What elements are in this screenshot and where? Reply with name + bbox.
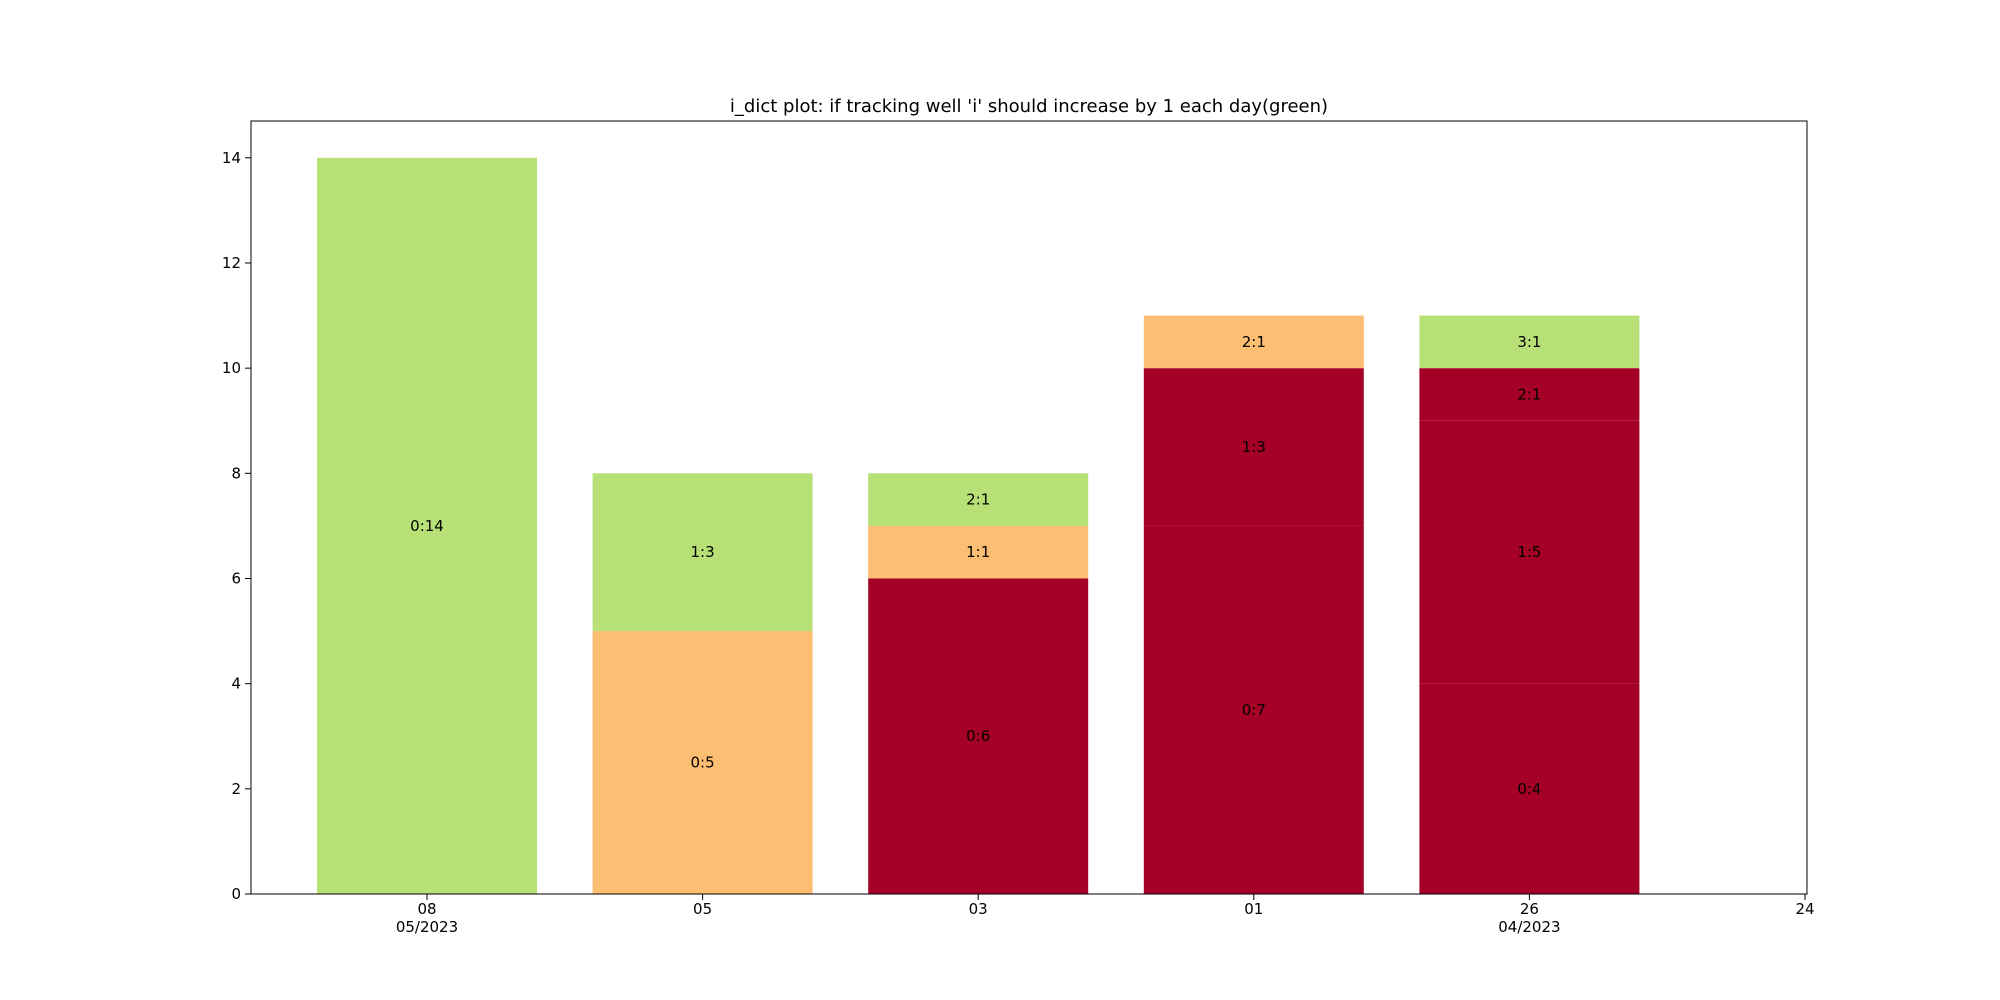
segment-label-26-3: 3:1 xyxy=(1517,333,1541,351)
plot-frame xyxy=(250,120,1808,895)
x-tick-label: 01 xyxy=(1244,900,1263,918)
bar-segment-03-1 xyxy=(868,525,1089,579)
y-tick-label: 10 xyxy=(222,359,241,377)
y-tick-label: 14 xyxy=(222,149,241,167)
bar-segment-01-1 xyxy=(1143,368,1364,526)
bar-segment-26-2 xyxy=(1419,368,1640,421)
bar-segment-26-1 xyxy=(1419,420,1640,684)
x-tick-label: 03 xyxy=(969,900,988,918)
bar-segment-08-0 xyxy=(317,157,537,895)
bar-segment-01-2 xyxy=(1143,315,1364,369)
segment-label-01-2: 2:1 xyxy=(1242,333,1266,351)
bar-segment-26-0 xyxy=(1419,683,1640,894)
x-tick-label: 24 xyxy=(1795,900,1814,918)
bar-segment-03-2 xyxy=(868,473,1089,526)
segment-label-08-0: 0:14 xyxy=(410,517,444,535)
segment-label-03-1: 1:1 xyxy=(966,543,990,561)
y-tick-label: 6 xyxy=(231,569,241,587)
bar-segment-03-0 xyxy=(868,578,1089,894)
bar-segment-05-0 xyxy=(592,631,813,894)
segment-label-01-0: 0:7 xyxy=(1242,701,1266,719)
chart-title: i_dict plot: if tracking well 'i' should… xyxy=(730,96,1328,117)
bars-layer: 0:14 0:5 1:3 0:6 1:1 2:1 0:7 1:3 2:1 0:4 1:5 2:1 3:1 xyxy=(317,157,1640,895)
x-tick-label: 05 xyxy=(693,900,712,918)
y-tick-label: 4 xyxy=(231,675,241,693)
segment-label-03-0: 0:6 xyxy=(966,727,990,745)
segment-label-26-0: 0:4 xyxy=(1517,780,1541,798)
y-tick-label: 2 xyxy=(231,780,241,798)
y-tick-label: 8 xyxy=(231,464,241,482)
segment-label-05-0: 0:5 xyxy=(691,754,715,772)
y-tick-label: 12 xyxy=(222,254,241,272)
y-axis: 0 2 4 6 8 10 12 14 xyxy=(222,149,251,903)
x-tick-label: 08 xyxy=(417,900,436,918)
y-tick-label: 0 xyxy=(231,885,241,903)
segment-label-01-1: 1:3 xyxy=(1242,438,1266,456)
segment-label-26-1: 1:5 xyxy=(1517,543,1541,561)
bar-segment-26-3 xyxy=(1419,315,1640,369)
x-tick-sublabel: 05/2023 xyxy=(396,918,458,936)
segment-label-05-1: 1:3 xyxy=(691,543,715,561)
bar-segment-01-0 xyxy=(1143,525,1364,894)
segment-label-03-2: 2:1 xyxy=(966,491,990,509)
bar-segment-05-1 xyxy=(592,473,813,632)
x-tick-sublabel: 04/2023 xyxy=(1498,918,1560,936)
segment-label-26-2: 2:1 xyxy=(1517,385,1541,403)
x-tick-label: 26 xyxy=(1520,900,1539,918)
